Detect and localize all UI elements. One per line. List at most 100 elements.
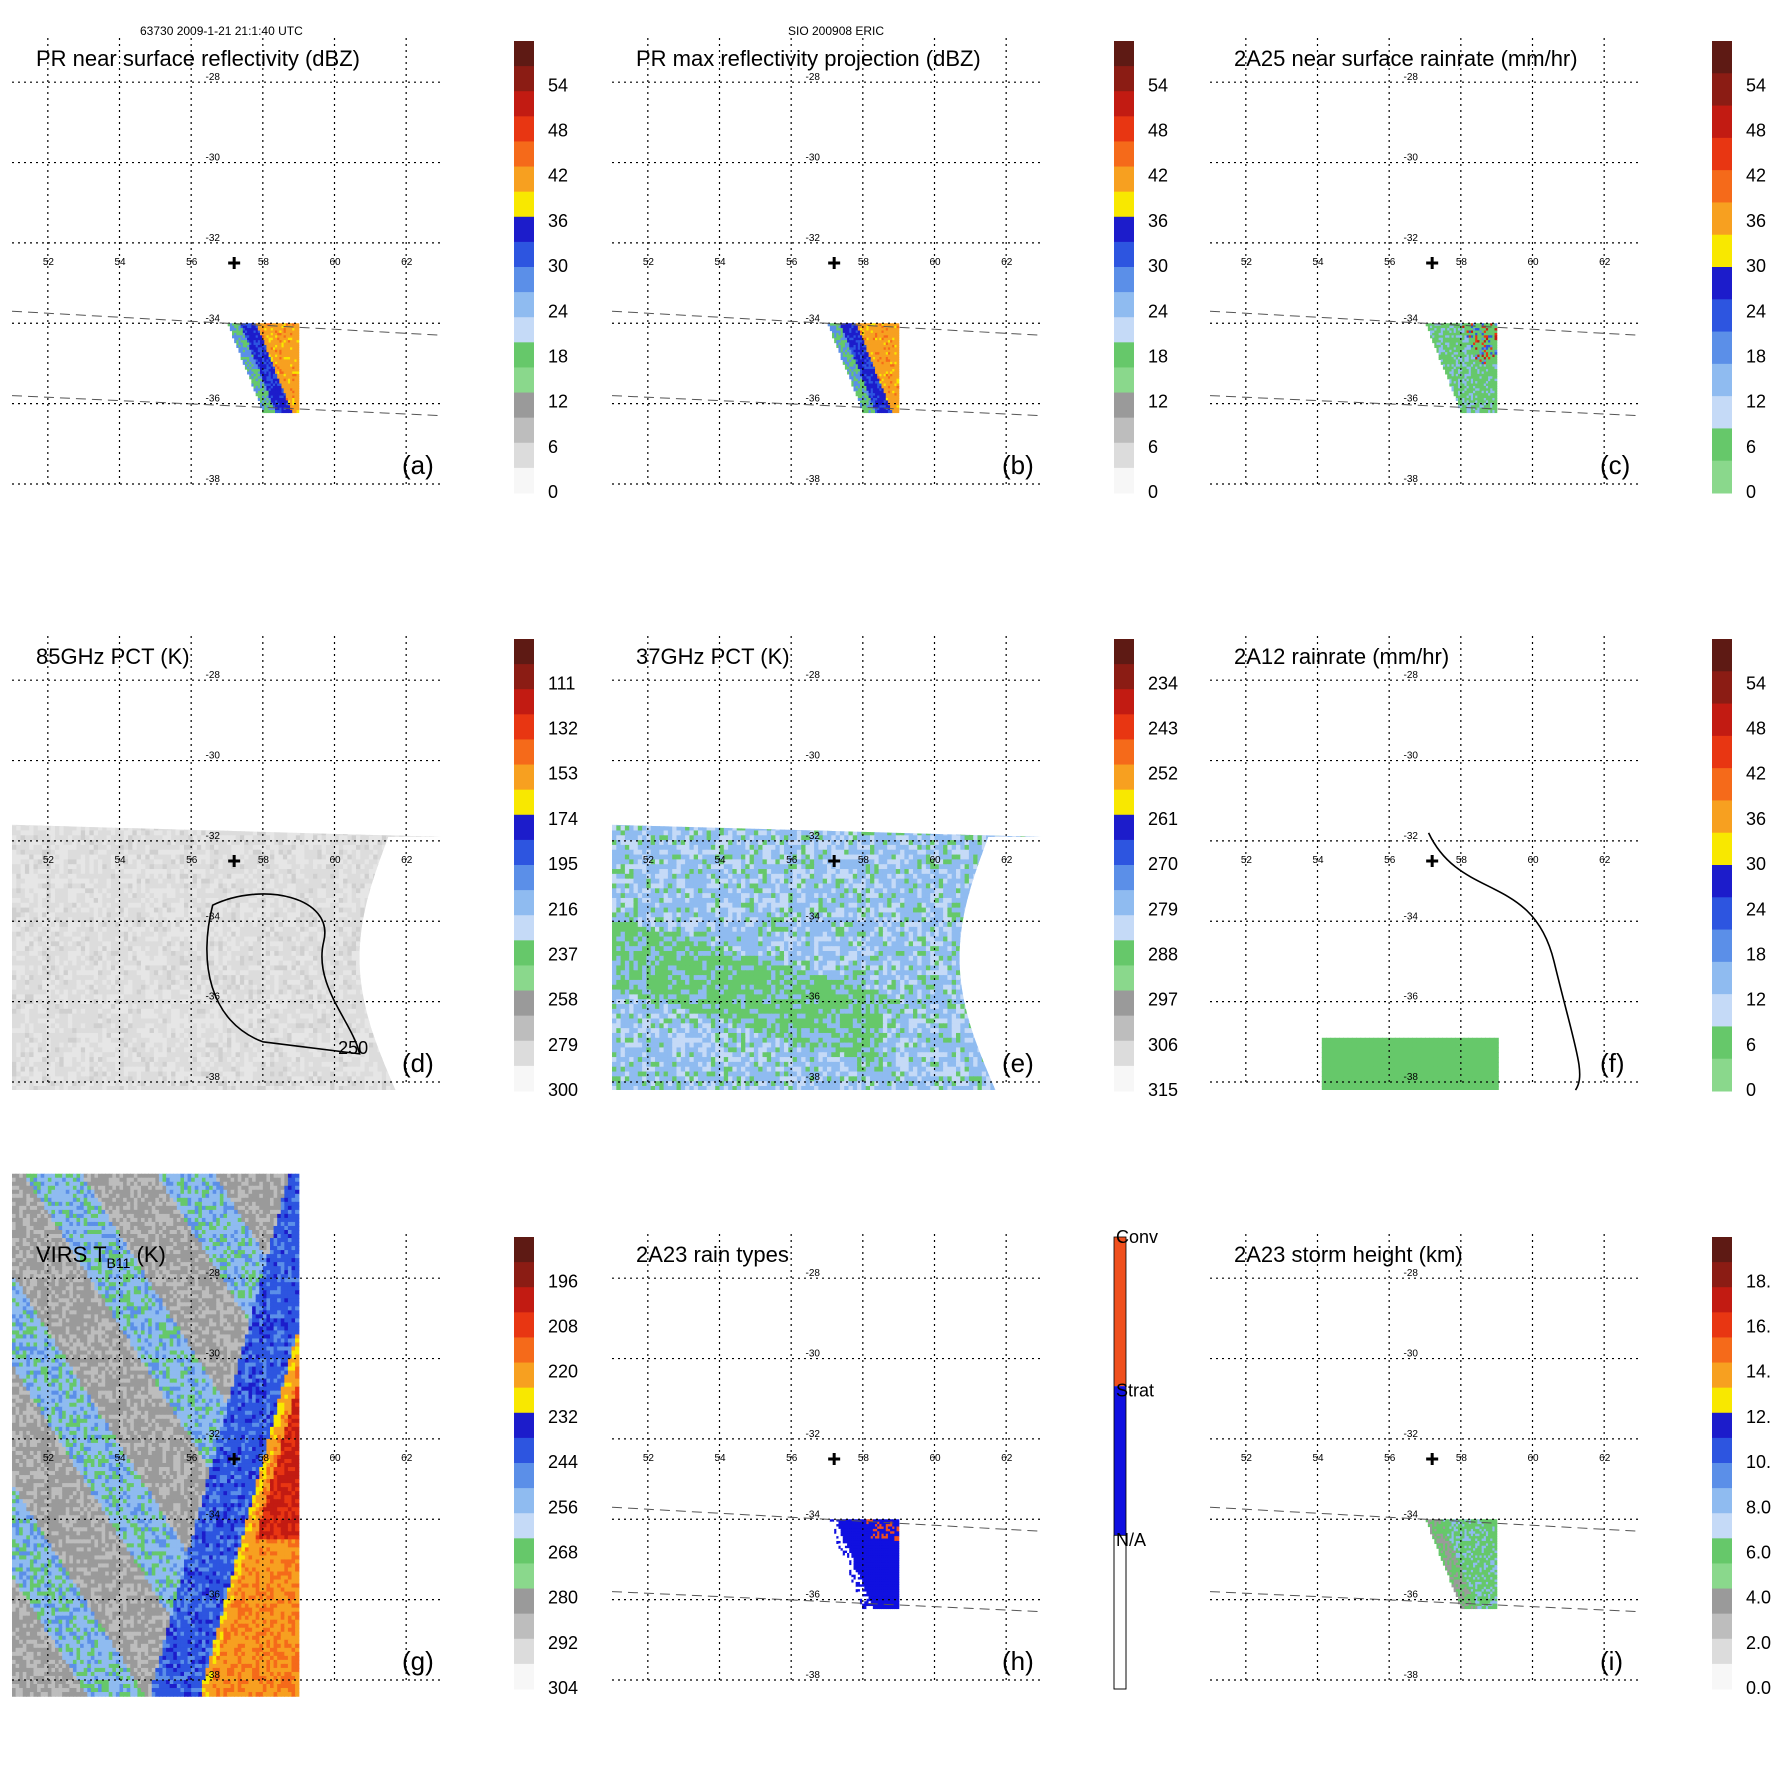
tmi-pixel xyxy=(25,845,30,851)
tmi-pixel xyxy=(128,859,133,865)
tmi-pixel xyxy=(141,845,146,851)
tmi-pixel xyxy=(34,855,39,861)
tmi-pixel xyxy=(261,874,266,880)
tmi-pixel xyxy=(227,826,232,832)
tmi-pixel xyxy=(412,869,417,875)
tmi-pixel xyxy=(438,884,443,890)
tmi-pixel xyxy=(154,826,159,832)
tmi-pixel xyxy=(279,859,284,865)
tmi-pixel xyxy=(120,874,125,880)
colorbar-segment xyxy=(1712,73,1732,106)
tmi-pixel xyxy=(214,884,219,890)
tmi-pixel xyxy=(180,830,185,836)
tmi-pixel xyxy=(89,884,94,890)
colorbar-label: 0 xyxy=(548,482,558,502)
tmi-pixel xyxy=(429,855,434,861)
tmi-pixel xyxy=(167,855,172,861)
tmi-pixel xyxy=(309,830,314,836)
tmi-pixel xyxy=(309,893,314,899)
tmi-pixel xyxy=(421,835,426,841)
tmi-pixel xyxy=(29,893,34,899)
tmi-pixel xyxy=(429,864,434,870)
tmi-pixel xyxy=(249,898,254,904)
tmi-pixel xyxy=(34,826,39,832)
tmi-pixel xyxy=(77,826,82,832)
tmi-pixel xyxy=(429,859,434,865)
tmi-pixel xyxy=(171,845,176,851)
tmi-pixel xyxy=(257,869,262,875)
tmi-pixel xyxy=(425,845,430,851)
tmi-pixel xyxy=(98,908,103,914)
colorbar-segment xyxy=(1712,364,1732,397)
tmi-pixel xyxy=(120,821,125,827)
tmi-pixel xyxy=(438,821,443,827)
tmi-pixel xyxy=(442,874,447,880)
tmi-pixel xyxy=(171,859,176,865)
tmi-pixel xyxy=(386,821,391,827)
tmi-pixel xyxy=(249,830,254,836)
tmi-pixel xyxy=(322,874,327,880)
tmi-pixel xyxy=(141,908,146,914)
tmi-pixel xyxy=(85,888,90,894)
tmi-pixel xyxy=(154,830,159,836)
tmi-pixel xyxy=(89,835,94,841)
tmi-pixel xyxy=(167,917,172,923)
panel-c: 52 54 56 58 60 62-28-30-32-34-36-382A25 near … xyxy=(1210,38,1640,488)
tmi-pixel xyxy=(292,908,297,914)
tmi-pixel xyxy=(356,850,361,856)
tmi-pixel xyxy=(360,864,365,870)
tmi-pixel xyxy=(292,859,297,865)
tmi-pixel xyxy=(102,879,107,885)
tmi-pixel xyxy=(231,884,236,890)
tmi-pixel xyxy=(296,893,301,899)
tmi-pixel xyxy=(236,912,241,918)
tmi-pixel xyxy=(201,850,206,856)
tmi-pixel xyxy=(343,845,348,851)
tmi-pixel xyxy=(124,830,129,836)
tmi-pixel xyxy=(390,893,395,899)
tmi-pixel xyxy=(274,835,279,841)
tmi-pixel xyxy=(59,859,64,865)
tmi-pixel xyxy=(72,835,77,841)
tmi-pixel xyxy=(356,874,361,880)
tmi-pixel xyxy=(300,821,305,827)
tmi-pixel xyxy=(257,903,262,909)
tmi-pixel xyxy=(390,830,395,836)
tmi-pixel xyxy=(38,826,43,832)
tmi-pixel xyxy=(365,864,370,870)
tmi-pixel xyxy=(180,835,185,841)
tmi-pixel xyxy=(12,893,17,899)
tmi-pixel xyxy=(206,893,211,899)
tmi-pixel xyxy=(292,850,297,856)
tmi-pixel xyxy=(150,821,155,827)
tmi-pixel xyxy=(16,869,21,875)
tmi-pixel xyxy=(163,869,168,875)
tmi-pixel xyxy=(193,830,198,836)
tmi-pixel xyxy=(386,888,391,894)
tmi-pixel xyxy=(347,912,352,918)
tmi-pixel xyxy=(240,888,245,894)
tmi-pixel xyxy=(309,855,314,861)
storm-center-marker xyxy=(1426,257,1438,269)
tmi-pixel xyxy=(51,869,56,875)
colorbar-segment xyxy=(1712,267,1732,300)
tmi-pixel xyxy=(85,845,90,851)
tmi-pixel xyxy=(412,893,417,899)
tmi-pixel xyxy=(335,893,340,899)
tmi-pixel xyxy=(197,908,202,914)
tmi-pixel xyxy=(266,888,271,894)
lon-tick-label: 52 xyxy=(1241,257,1253,268)
tmi-pixel xyxy=(128,850,133,856)
tmi-pixel xyxy=(206,884,211,890)
tmi-pixel xyxy=(64,912,69,918)
tmi-pixel xyxy=(59,845,64,851)
tmi-pixel xyxy=(111,917,116,923)
tmi-pixel xyxy=(352,830,357,836)
tmi-pixel xyxy=(206,888,211,894)
tmi-pixel xyxy=(390,874,395,880)
tmi-pixel xyxy=(64,879,69,885)
tmi-pixel xyxy=(429,908,434,914)
tmi-pixel xyxy=(171,893,176,899)
swath-edge-south xyxy=(1210,396,1640,416)
panel-title: PR near surface reflectivity (dBZ) xyxy=(36,46,360,71)
